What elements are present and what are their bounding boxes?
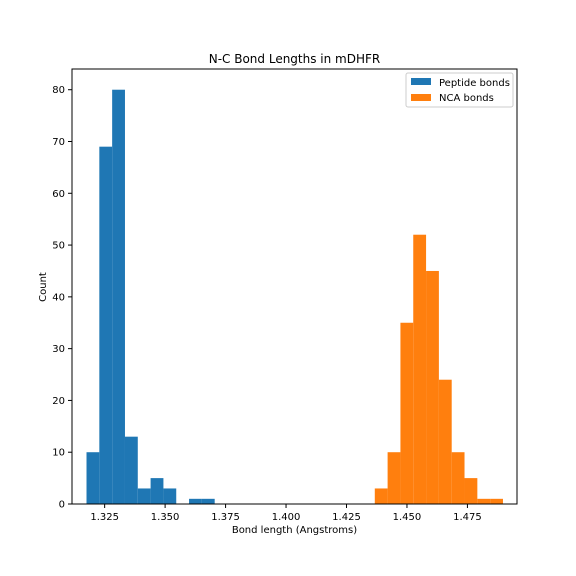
bar-peptide-2 bbox=[112, 89, 125, 505]
bar-nca-3 bbox=[413, 234, 427, 504]
y-tick-label: 80 bbox=[52, 85, 65, 96]
legend-swatch-peptide bbox=[411, 78, 431, 85]
legend-label-peptide: Peptide bonds bbox=[439, 78, 510, 89]
y-axis-ticks: 0 10 20 30 40 50 60 70 80 bbox=[52, 85, 72, 511]
bar-nca-0 bbox=[374, 488, 388, 504]
plot-frame bbox=[71, 68, 518, 505]
y-tick-label: 60 bbox=[52, 189, 65, 200]
bar-peptide-7 bbox=[189, 498, 202, 504]
bar-nca-4 bbox=[426, 270, 439, 504]
bar-nca-9 bbox=[490, 498, 503, 504]
bar-peptide-0 bbox=[86, 452, 100, 504]
legend-swatch-nca bbox=[411, 94, 431, 101]
x-axis-label: Bond length (Angstroms) bbox=[232, 525, 357, 536]
chart-title: N-C Bond Lengths in mDHFR bbox=[209, 52, 381, 66]
bar-peptide-6 bbox=[163, 488, 177, 504]
x-tick-label: 1.450 bbox=[393, 512, 422, 523]
y-tick-label: 0 bbox=[59, 500, 65, 511]
bar-nca-8 bbox=[477, 498, 491, 504]
y-tick-label: 50 bbox=[52, 241, 65, 252]
y-tick-label: 30 bbox=[52, 344, 65, 355]
bar-nca-5 bbox=[438, 379, 452, 504]
bar-peptide-3 bbox=[124, 436, 138, 504]
y-tick-label: 10 bbox=[52, 448, 65, 459]
y-tick-label: 40 bbox=[52, 292, 65, 303]
x-tick-label: 1.400 bbox=[272, 512, 301, 523]
x-axis-ticks: 1.325 1.350 1.375 1.400 1.425 1.450 1.475 bbox=[90, 504, 482, 523]
bar-nca-7 bbox=[464, 478, 478, 504]
legend: Peptide bonds NCA bonds bbox=[405, 72, 514, 108]
legend-box bbox=[405, 72, 514, 108]
x-tick-label: 1.375 bbox=[211, 512, 240, 523]
x-tick-label: 1.325 bbox=[90, 512, 119, 523]
x-tick-label: 1.350 bbox=[151, 512, 180, 523]
bar-peptide-5 bbox=[150, 478, 164, 504]
y-axis-label: Count bbox=[38, 272, 49, 302]
bar-nca-1 bbox=[387, 452, 401, 504]
bar-nca-2 bbox=[400, 322, 414, 504]
legend-label-nca: NCA bonds bbox=[439, 93, 494, 104]
bar-peptide-1 bbox=[99, 146, 113, 504]
bar-nca-6 bbox=[451, 452, 465, 504]
bar-peptide-8 bbox=[201, 498, 215, 504]
bars bbox=[86, 89, 503, 505]
x-tick-label: 1.425 bbox=[332, 512, 361, 523]
y-tick-label: 70 bbox=[52, 137, 65, 148]
x-tick-label: 1.475 bbox=[453, 512, 482, 523]
y-tick-label: 20 bbox=[52, 396, 65, 407]
bar-peptide-4 bbox=[137, 488, 151, 504]
